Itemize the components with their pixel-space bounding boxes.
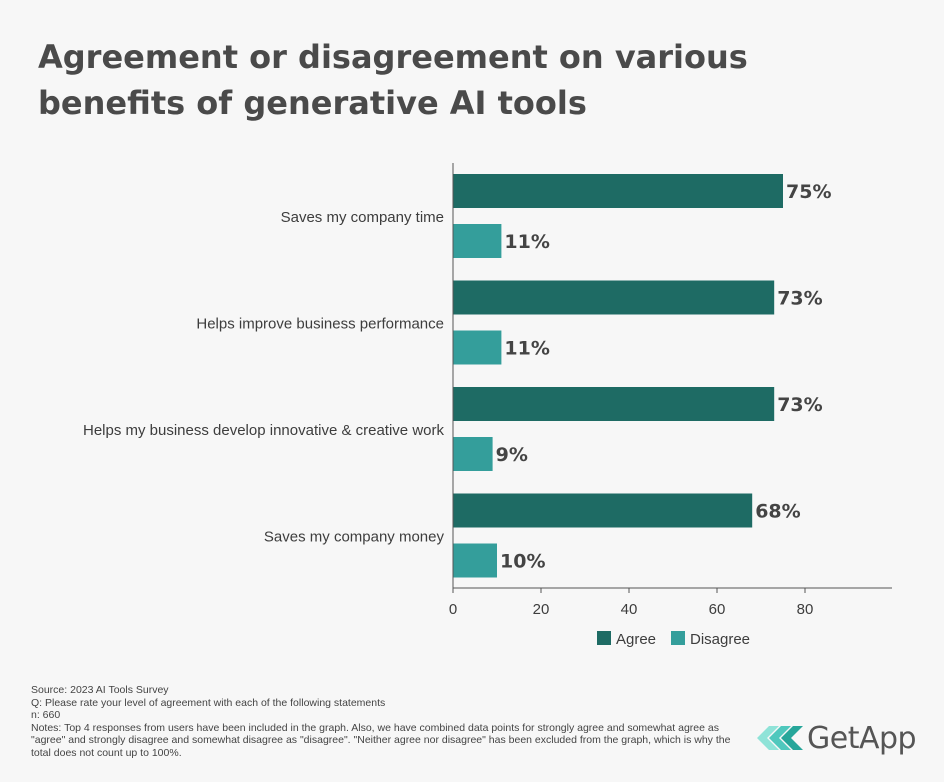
category-labels: Saves my company time Helps improve busin… [83,209,445,546]
agree-bar [453,493,753,528]
agree-bar [453,280,775,315]
question-text: Q: Please rate your level of agreement w… [31,696,386,709]
agree-bar [453,174,783,208]
category-label: Helps improve business performance [196,316,444,333]
value-label: 73% [777,394,822,416]
sample-size-text: n: 660 [31,709,61,722]
value-label: 9% [496,444,528,466]
disagree-bar [453,543,497,578]
getapp-logo: GetApp [757,718,917,758]
x-axis-ticks: 0 20 40 60 80 [449,588,814,618]
legend-disagree-swatch [671,631,685,645]
legend-agree-label: Agree [616,631,656,648]
brand-name: GetApp [807,720,917,756]
disagree-bar [453,437,493,471]
value-label: 75% [786,181,831,203]
bars-group [453,174,783,578]
x-tick-label: 20 [533,601,550,618]
notes-text: Notes: Top 4 responses from users have b… [31,721,731,759]
x-tick-label: 0 [449,601,457,618]
value-label: 68% [755,501,800,523]
value-label: 11% [504,231,549,253]
category-label: Saves my company money [264,529,445,546]
legend: Agree Disagree [597,631,750,648]
x-tick-label: 40 [621,601,638,618]
value-labels: 75% 11% 73% 11% 73% 9% 68% 10% [496,181,832,573]
bar-chart: Saves my company time Helps improve busin… [83,163,892,648]
category-label: Helps my business develop innovative & c… [83,422,445,439]
x-tick-label: 60 [709,601,726,618]
footer-notes: Source: 2023 AI Tools Survey Q: Please r… [31,684,731,760]
x-tick-label: 80 [797,601,814,618]
legend-agree-swatch [597,631,611,645]
agree-bar [453,387,775,421]
legend-disagree-label: Disagree [690,631,750,648]
value-label: 11% [504,338,549,360]
category-label: Saves my company time [281,209,444,226]
source-text: Source: 2023 AI Tools Survey [31,684,169,696]
value-label: 73% [777,288,822,310]
chart-title: Agreement or disagreement on various ben… [38,38,748,122]
disagree-bar [453,224,502,258]
value-label: 10% [500,551,545,573]
getapp-chevrons-icon [757,726,803,750]
disagree-bar [453,330,502,365]
